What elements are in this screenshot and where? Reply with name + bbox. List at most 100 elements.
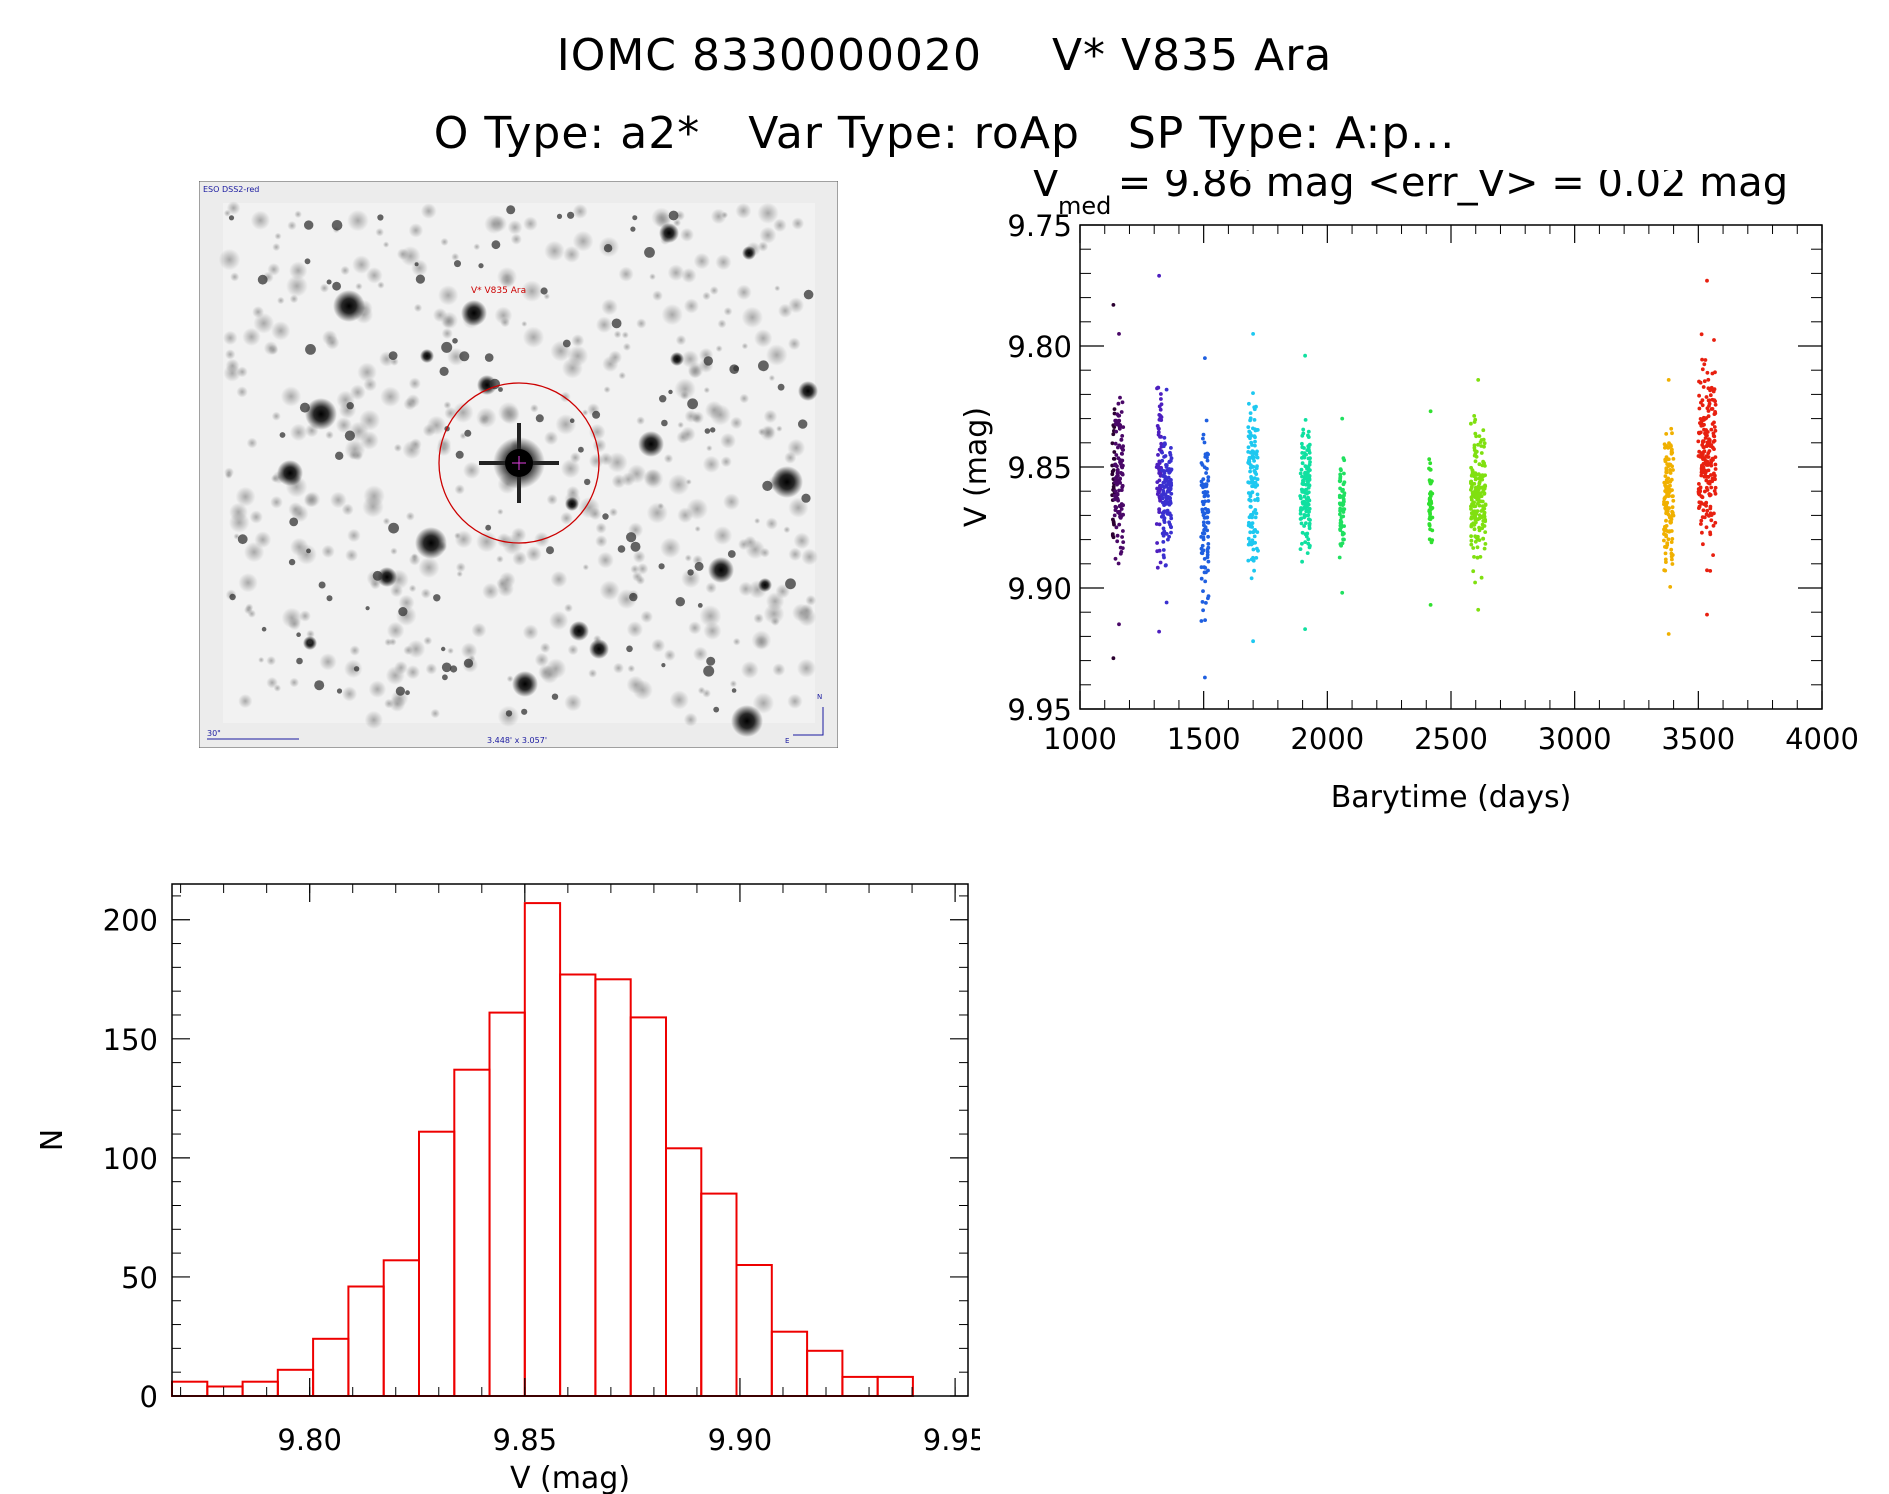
hist-x-tick-label: 9.80 bbox=[277, 1423, 342, 1457]
lc-point bbox=[1253, 480, 1258, 485]
lc-point bbox=[1250, 490, 1254, 495]
lc-point bbox=[1169, 456, 1174, 461]
faint-star bbox=[225, 358, 240, 373]
faint-star bbox=[550, 570, 568, 588]
lc-point bbox=[1155, 486, 1159, 491]
star bbox=[777, 383, 785, 391]
lc-point bbox=[1113, 480, 1117, 485]
faint-star bbox=[753, 613, 764, 624]
faint-star bbox=[521, 280, 543, 302]
lc-point bbox=[1473, 539, 1478, 544]
star bbox=[398, 607, 408, 617]
lc-point bbox=[1480, 499, 1485, 504]
lc-point bbox=[1709, 427, 1714, 432]
lc-point bbox=[1110, 533, 1115, 538]
lc-y-tick-label: 9.75 bbox=[1007, 209, 1072, 243]
lc-point bbox=[1666, 632, 1671, 636]
lc-point bbox=[1472, 443, 1477, 448]
histogram-bar bbox=[382, 1259, 421, 1397]
faint-star bbox=[375, 227, 384, 237]
lc-point bbox=[1697, 393, 1701, 398]
faint-star bbox=[765, 517, 778, 530]
lc-point bbox=[1255, 428, 1260, 432]
lc-point bbox=[1119, 437, 1124, 442]
faint-star bbox=[238, 573, 258, 593]
lc-point bbox=[1701, 439, 1706, 444]
lc-point bbox=[1156, 489, 1161, 494]
lc-point bbox=[1306, 537, 1311, 542]
faint-star bbox=[627, 664, 636, 673]
faint-star bbox=[443, 401, 452, 409]
lc-point bbox=[1709, 407, 1714, 411]
lc-point bbox=[1303, 513, 1308, 518]
lc-point bbox=[1121, 444, 1125, 449]
lc-point bbox=[1708, 444, 1713, 448]
lc-point bbox=[1168, 487, 1173, 492]
lc-point bbox=[1711, 457, 1715, 462]
lc-point bbox=[1159, 392, 1163, 396]
lc-point bbox=[1252, 405, 1257, 410]
hist-plot-frame bbox=[171, 883, 969, 1397]
faint-star bbox=[484, 214, 505, 234]
lc-point bbox=[1304, 534, 1309, 539]
lc-point bbox=[1709, 463, 1714, 468]
target-label: V* V835 Ara bbox=[471, 286, 526, 296]
faint-star bbox=[511, 527, 527, 543]
lc-point bbox=[1482, 491, 1487, 495]
faint-star bbox=[463, 461, 481, 480]
star bbox=[535, 414, 544, 423]
star bbox=[441, 662, 452, 673]
star bbox=[727, 550, 736, 558]
faint-star bbox=[669, 690, 689, 710]
lc-point bbox=[1669, 517, 1674, 522]
lc-point bbox=[1662, 496, 1667, 501]
star bbox=[318, 581, 326, 589]
lc-point bbox=[1478, 555, 1483, 559]
faint-star bbox=[609, 507, 618, 517]
lc-point bbox=[1248, 530, 1253, 535]
lc-point bbox=[1706, 441, 1710, 446]
lc-point bbox=[1669, 477, 1674, 482]
lc-point bbox=[1206, 499, 1211, 503]
star bbox=[629, 592, 638, 602]
lc-point bbox=[1711, 553, 1715, 557]
faint-star bbox=[680, 227, 694, 242]
lc-point bbox=[1708, 393, 1713, 398]
lc-point bbox=[1254, 452, 1259, 457]
faint-star bbox=[359, 431, 379, 450]
lc-point bbox=[1705, 488, 1710, 492]
faint-star bbox=[788, 547, 802, 562]
faint-star bbox=[534, 652, 549, 667]
lc-point bbox=[1477, 480, 1482, 484]
lc-point bbox=[1117, 522, 1122, 527]
faint-star bbox=[741, 306, 763, 328]
star bbox=[602, 513, 609, 520]
lc-point bbox=[1703, 358, 1708, 362]
lc-point bbox=[1112, 513, 1117, 518]
lc-point bbox=[1472, 481, 1477, 486]
faint-star bbox=[643, 468, 664, 489]
faint-star bbox=[253, 312, 275, 334]
faint-star bbox=[349, 384, 366, 401]
star bbox=[388, 522, 399, 534]
faint-star bbox=[588, 668, 598, 678]
lc-point bbox=[1477, 434, 1482, 438]
lc-point bbox=[1339, 543, 1343, 548]
lc-point bbox=[1483, 503, 1488, 507]
lc-title-sub: med bbox=[1058, 192, 1111, 220]
faint-star bbox=[674, 378, 696, 400]
lc-point bbox=[1671, 468, 1675, 472]
histogram-bar bbox=[241, 1380, 279, 1398]
lc-point bbox=[1160, 458, 1165, 463]
lc-point bbox=[1160, 493, 1165, 497]
histogram-bar bbox=[523, 902, 562, 1397]
lc-point bbox=[1474, 454, 1479, 459]
faint-star bbox=[498, 571, 516, 589]
lc-point bbox=[1250, 454, 1255, 459]
lc-point bbox=[1338, 501, 1342, 506]
lc-point bbox=[1157, 459, 1162, 464]
star bbox=[668, 389, 673, 395]
lc-point bbox=[1115, 539, 1120, 544]
lc-point bbox=[1298, 508, 1303, 513]
lc-point bbox=[1247, 459, 1252, 464]
